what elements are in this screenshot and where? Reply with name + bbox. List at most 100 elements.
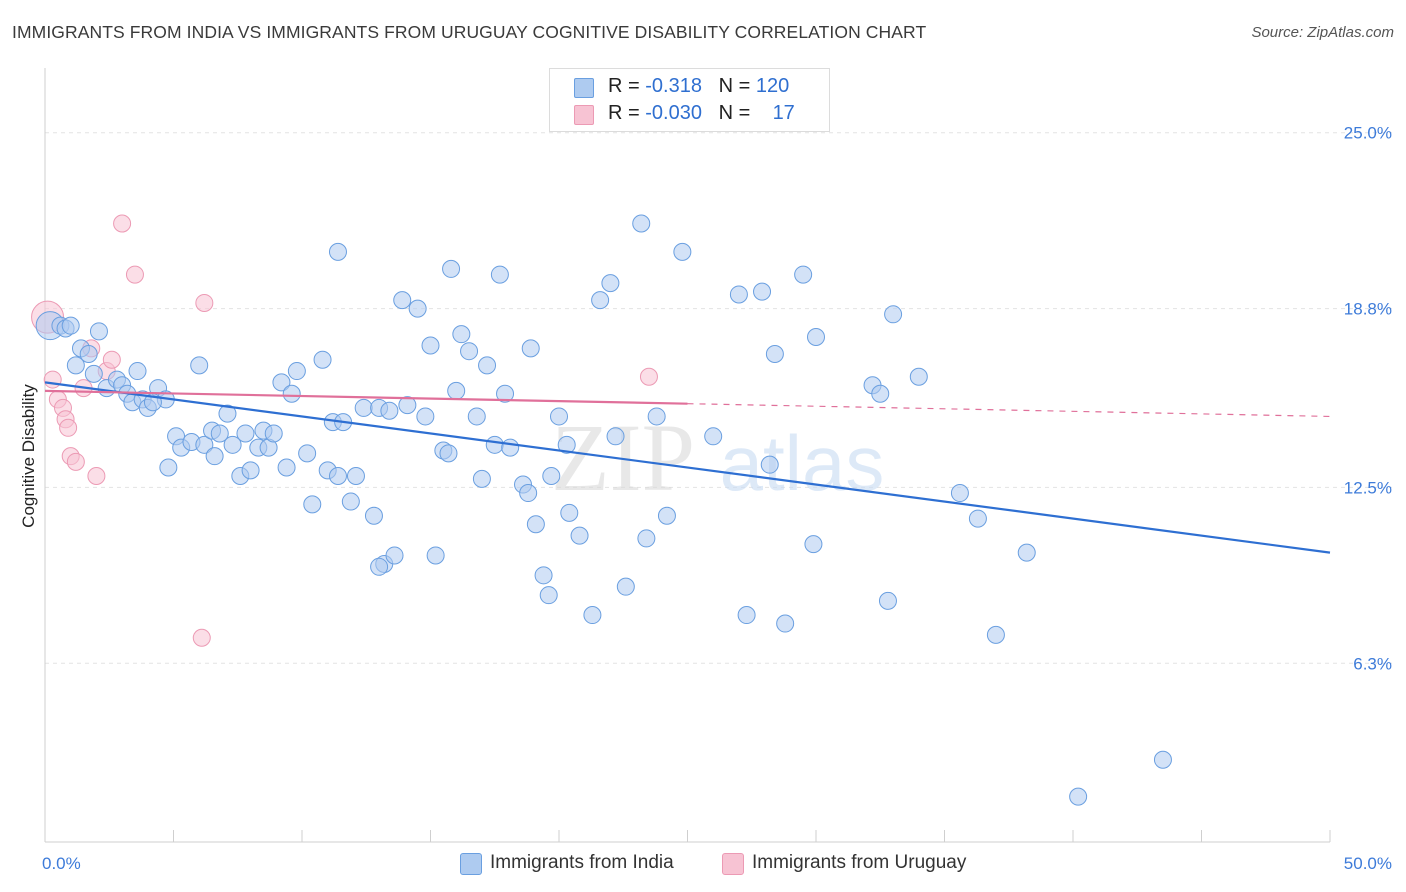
india-point-38	[272, 373, 291, 392]
india-point-42	[298, 444, 317, 463]
india-point-60	[398, 396, 417, 415]
bottom-legend-india-label: Immigrants from India	[490, 852, 674, 873]
india-point-57	[385, 546, 404, 565]
india-point-92	[606, 427, 625, 446]
india-point-97	[657, 506, 676, 525]
india-trend-line	[44, 381, 1331, 554]
india-point-117	[878, 591, 897, 610]
india-point-70	[460, 342, 479, 361]
india-point-32	[236, 424, 255, 443]
grid-lines	[45, 132, 1392, 664]
y-tick-label-3: 25.0%	[1344, 124, 1392, 143]
india-point-96	[647, 407, 666, 426]
india-point-3	[61, 316, 80, 335]
uruguay-point-16	[192, 628, 211, 647]
correlation-legend: R = -0.318 N = 120 R = -0.030 N = 17	[549, 68, 830, 132]
tick-labels: 6.3% 12.5% 18.8% 25.0% 0.0% 50.0%	[42, 124, 1392, 873]
india-point-33	[241, 461, 260, 480]
uruguay-n-value: 17	[772, 102, 795, 124]
india-point-25	[195, 435, 214, 454]
india-r-value: -0.318	[645, 75, 702, 97]
india-point-14	[128, 362, 147, 381]
y-axis-label: Cognitive Disability	[19, 384, 38, 528]
india-point-67	[442, 259, 461, 278]
india-point-63	[421, 336, 440, 355]
bottom-legend-uruguay-swatch	[722, 853, 744, 875]
india-point-69	[452, 325, 471, 344]
india-point-43	[303, 495, 322, 514]
bottom-legend-india-swatch	[460, 853, 482, 875]
source-note: Source: ZipAtlas.com	[1251, 24, 1394, 41]
series-india-points	[35, 214, 1172, 806]
india-point-41	[287, 362, 306, 381]
india-point-80	[521, 339, 540, 358]
india-point-40	[282, 384, 301, 403]
india-point-102	[753, 282, 772, 301]
india-point-62	[416, 407, 435, 426]
india-point-100	[729, 285, 748, 304]
y-tick-label-2: 18.8%	[1344, 300, 1392, 319]
india-point-53	[364, 506, 383, 525]
india-point-71	[467, 407, 486, 426]
india-point-87	[560, 503, 579, 522]
india-point-7	[84, 364, 103, 383]
india-point-27	[205, 447, 224, 466]
india-point-89	[583, 606, 602, 625]
india-point-103	[760, 455, 779, 474]
india-point-82	[534, 566, 553, 585]
india-point-116	[804, 535, 823, 554]
india-point-5	[79, 345, 98, 364]
india-point-23	[159, 458, 178, 477]
uruguay-point-5	[59, 418, 78, 437]
india-point-118	[1069, 787, 1088, 806]
india-point-107	[807, 328, 825, 347]
uruguay-point-15	[195, 293, 214, 312]
india-point-109	[871, 384, 890, 403]
india-point-58	[370, 557, 389, 576]
watermark-zip: ZIP	[551, 404, 695, 511]
axes	[44, 68, 1331, 843]
uruguay-point-1	[43, 370, 62, 389]
x-tick-label-1: 50.0%	[1344, 854, 1392, 873]
india-point-24	[190, 356, 209, 375]
bottom-legend-uruguay-label: Immigrants from Uruguay	[752, 852, 967, 873]
india-point-6	[66, 356, 85, 375]
uruguay-point-7	[66, 452, 85, 471]
trend-lines	[44, 381, 1331, 554]
y-tick-label-1: 12.5%	[1344, 478, 1392, 497]
uruguay-point-17	[639, 367, 658, 386]
india-point-28	[210, 424, 229, 443]
india-point-90	[591, 291, 610, 310]
india-point-105	[776, 614, 795, 633]
india-point-101	[737, 606, 756, 625]
watermark-atlas: atlas	[720, 419, 885, 507]
india-point-66	[439, 444, 458, 463]
india-point-75	[490, 265, 509, 284]
india-point-39	[277, 458, 296, 477]
uruguay-r-value: -0.030	[645, 102, 702, 124]
india-point-47	[328, 467, 347, 486]
india-point-113	[968, 509, 987, 528]
india-point-61	[408, 299, 427, 318]
x-tick-label-0: 0.0%	[42, 854, 81, 873]
y-tick-label-0: 6.3%	[1353, 654, 1392, 673]
uruguay-swatch	[574, 105, 594, 125]
india-point-88	[570, 526, 589, 545]
india-point-94	[632, 214, 651, 233]
india-point-68	[447, 381, 466, 400]
india-r-label: R =	[608, 75, 646, 97]
india-point-64	[426, 546, 445, 565]
india-point-51	[346, 467, 365, 486]
india-point-56	[380, 401, 399, 420]
india-point-84	[542, 467, 561, 486]
india-point-59	[393, 291, 412, 310]
india-point-85	[550, 407, 568, 426]
india-n-label: N =	[718, 75, 756, 97]
india-point-73	[478, 356, 497, 375]
india-point-98	[673, 242, 692, 261]
uruguay-point-12	[102, 350, 121, 369]
india-point-50	[341, 492, 360, 511]
india-point-110	[884, 305, 903, 324]
india-swatch	[574, 78, 594, 98]
